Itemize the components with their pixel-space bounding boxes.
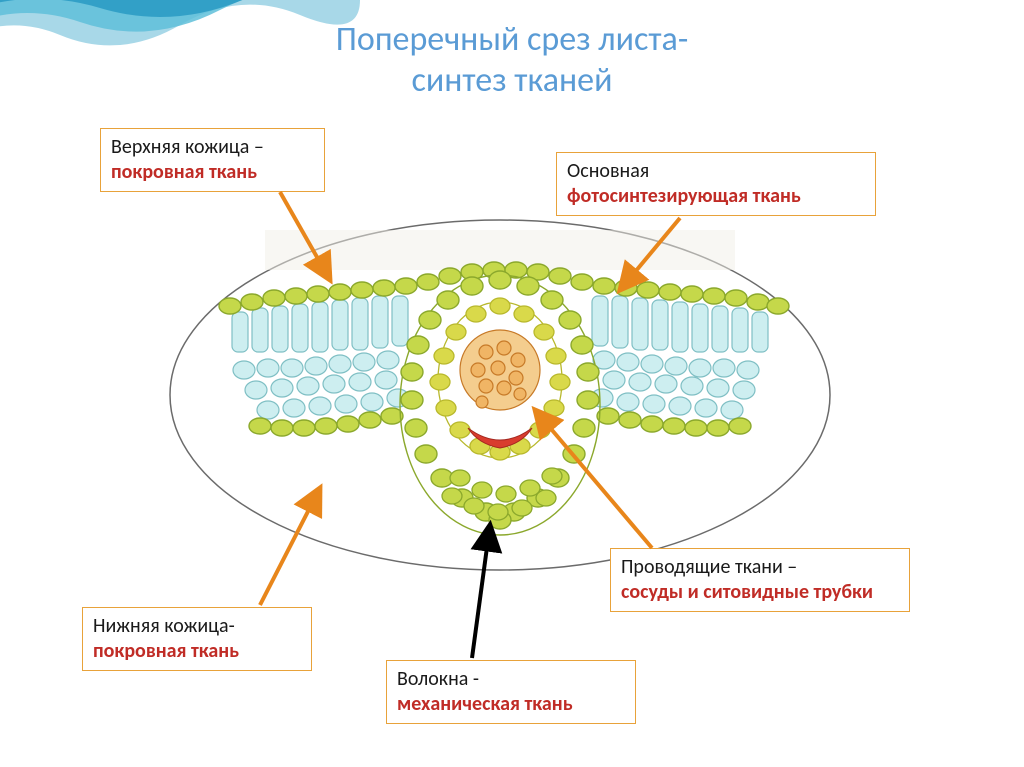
title-line-2: синтез тканей (0, 61, 1024, 102)
label-upper-epidermis: Верхняя кожица – покровная ткань (100, 128, 325, 192)
title-line-1: Поперечный срез листа- (0, 20, 1024, 61)
label-strong: покровная ткань (93, 639, 301, 664)
label-plain: Волокна - (397, 667, 625, 692)
label-plain: Проводящие ткани – (621, 555, 899, 580)
label-plain: Основная (567, 159, 865, 184)
label-lower-epidermis: Нижняя кожица- покровная ткань (82, 607, 312, 671)
leaf-cross-section-diagram (160, 210, 840, 580)
label-strong: покровная ткань (111, 160, 314, 185)
label-strong: сосуды и ситовидные трубки (621, 580, 899, 605)
label-fibers: Волокна - механическая ткань (386, 660, 636, 724)
slide-title: Поперечный срез листа- синтез тканей (0, 20, 1024, 102)
label-strong: фотосинтезирующая ткань (567, 184, 865, 209)
label-conductive: Проводящие ткани – сосуды и ситовидные т… (610, 548, 910, 612)
label-plain: Нижняя кожица- (93, 614, 301, 639)
label-strong: механическая ткань (397, 692, 625, 717)
label-photosynthetic: Основная фотосинтезирующая ткань (556, 152, 876, 216)
label-plain: Верхняя кожица – (111, 135, 314, 160)
